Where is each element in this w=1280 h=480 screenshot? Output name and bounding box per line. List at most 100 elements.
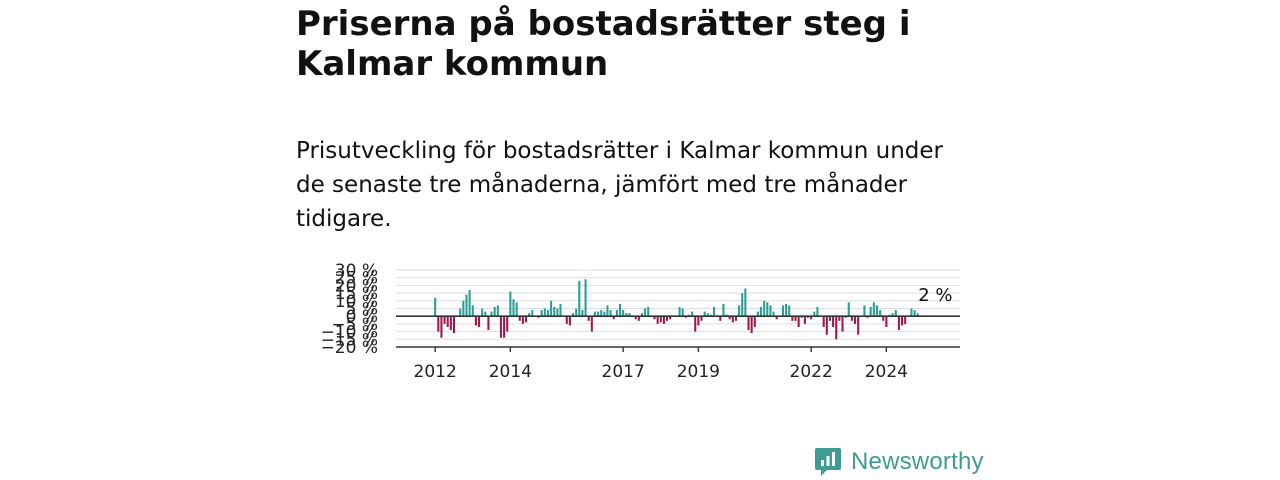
bar xyxy=(719,316,722,321)
bar xyxy=(471,305,474,317)
bar xyxy=(897,316,900,331)
x-tick-label: 2017 xyxy=(602,362,645,382)
bar xyxy=(647,306,650,317)
bar xyxy=(575,308,578,317)
bar xyxy=(857,316,860,335)
bar xyxy=(697,316,700,326)
bar xyxy=(788,305,791,317)
bar xyxy=(700,316,703,321)
bar xyxy=(810,316,813,320)
y-tick-label: −20 % xyxy=(321,338,378,358)
bar xyxy=(443,316,446,324)
price-change-bar-chart: −20 %−15 %−10 %−5 %0 %5 %10 %15 %20 %25 … xyxy=(321,261,960,382)
bar xyxy=(653,316,656,320)
bar xyxy=(916,313,919,317)
bar xyxy=(803,316,806,324)
bar xyxy=(524,316,528,323)
bar xyxy=(462,300,465,317)
bar xyxy=(850,316,853,321)
bar xyxy=(499,316,503,338)
x-tick-label: 2024 xyxy=(865,362,908,382)
x-tick-label: 2014 xyxy=(489,362,532,382)
bar xyxy=(775,316,778,320)
bar xyxy=(477,316,481,327)
newsworthy-logo: Newsworthy xyxy=(814,446,984,478)
bar xyxy=(521,316,524,324)
bar xyxy=(587,316,590,321)
bar xyxy=(728,316,731,320)
bar xyxy=(750,316,753,334)
bar xyxy=(465,294,468,317)
bar xyxy=(584,279,587,317)
bar xyxy=(763,300,766,317)
bar xyxy=(816,306,819,317)
bar xyxy=(509,291,512,317)
bar xyxy=(706,313,709,317)
bar xyxy=(847,302,850,317)
bar xyxy=(559,303,562,317)
y-tick-label: 5 % xyxy=(346,300,378,320)
latest-value-label: 2 % xyxy=(918,285,952,306)
gridlines xyxy=(396,269,960,348)
bar xyxy=(875,305,879,317)
bar xyxy=(644,308,647,317)
bar xyxy=(913,310,916,317)
bar xyxy=(600,310,603,317)
bar xyxy=(900,316,904,326)
bar xyxy=(894,310,897,317)
bar xyxy=(794,316,797,321)
bar xyxy=(640,313,644,317)
bar xyxy=(625,313,628,317)
bar xyxy=(593,311,597,317)
bar xyxy=(597,311,600,317)
bar xyxy=(872,302,875,317)
bar xyxy=(568,316,571,326)
y-tick-label: 10 % xyxy=(335,292,378,312)
bar xyxy=(791,316,794,321)
bar xyxy=(662,316,665,324)
chart-subtitle: Prisutveckling för bostadsrätter i Kalma… xyxy=(296,138,944,232)
bar xyxy=(813,311,816,317)
bar xyxy=(590,316,593,332)
bar xyxy=(571,313,575,317)
x-axis-labels: 2012 2014 2017 2019 2022 2024 xyxy=(414,362,908,382)
bar xyxy=(766,302,769,317)
bar xyxy=(838,316,841,321)
bar xyxy=(503,316,506,338)
bar xyxy=(565,316,568,324)
bar xyxy=(828,316,832,321)
bar xyxy=(556,308,559,317)
bar xyxy=(681,308,684,317)
bar xyxy=(904,316,907,324)
bar xyxy=(669,316,672,320)
y-tick-label: −10 % xyxy=(321,323,378,343)
bar xyxy=(781,305,785,317)
bar xyxy=(659,316,662,323)
bar xyxy=(712,306,716,317)
bar xyxy=(540,310,543,317)
bar xyxy=(747,316,750,331)
x-tick-label: 2022 xyxy=(790,362,833,382)
bar xyxy=(515,302,518,317)
y-axis-labels: −20 %−15 %−10 %−5 %0 %5 %10 %15 %20 %25 … xyxy=(321,261,378,358)
y-tick-label: −15 % xyxy=(321,330,378,350)
bar xyxy=(703,311,706,317)
bar xyxy=(506,316,509,332)
bar xyxy=(853,316,857,324)
bar xyxy=(578,280,581,317)
bar xyxy=(769,305,772,317)
bar xyxy=(822,316,825,327)
bar xyxy=(622,310,625,317)
bar xyxy=(863,305,866,317)
bar xyxy=(734,316,738,321)
bar xyxy=(825,316,828,335)
bar xyxy=(785,303,788,317)
bar xyxy=(910,308,913,317)
bar xyxy=(434,297,437,317)
bar xyxy=(731,316,734,323)
bar xyxy=(656,316,659,324)
bar xyxy=(603,311,606,317)
bar xyxy=(772,311,775,317)
bar xyxy=(474,316,477,326)
bar xyxy=(835,316,838,340)
